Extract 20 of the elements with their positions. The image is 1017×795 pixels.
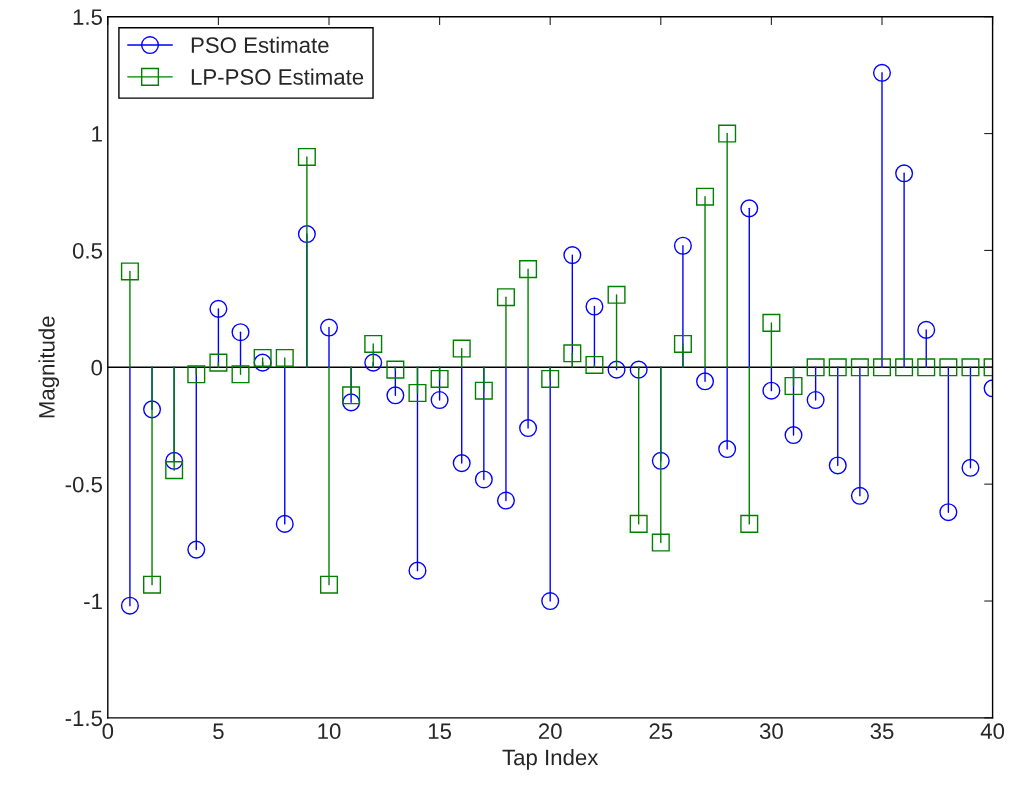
x-axis-title: Tap Index (502, 749, 599, 770)
x-tick-label: 15 (428, 723, 452, 740)
x-tick-label: 20 (538, 723, 562, 740)
x-tick-label: 30 (759, 723, 783, 740)
x-tick-label: 25 (649, 723, 673, 740)
y-tick-label: 1 (92, 126, 102, 142)
y-tick-label: -0.5 (65, 476, 103, 493)
y-tick-label: -1 (84, 593, 102, 610)
y-axis-title: Magnitude (38, 316, 60, 418)
x-tick-label: 10 (318, 723, 341, 740)
y-tick-label: 1.5 (73, 9, 103, 25)
y-tick-label: 0 (91, 359, 103, 376)
x-tick-label: 35 (870, 723, 894, 740)
y-tick-label: 0.5 (72, 242, 103, 259)
y-tick-label: -1.5 (65, 710, 103, 727)
x-tick-label: 40 (980, 723, 1005, 740)
legend-label: LP-PSO Estimate (191, 68, 364, 85)
legend-label: PSO Estimate (191, 36, 329, 54)
x-tick-label: 5 (213, 723, 224, 740)
x-tick-label: 0 (102, 723, 114, 740)
